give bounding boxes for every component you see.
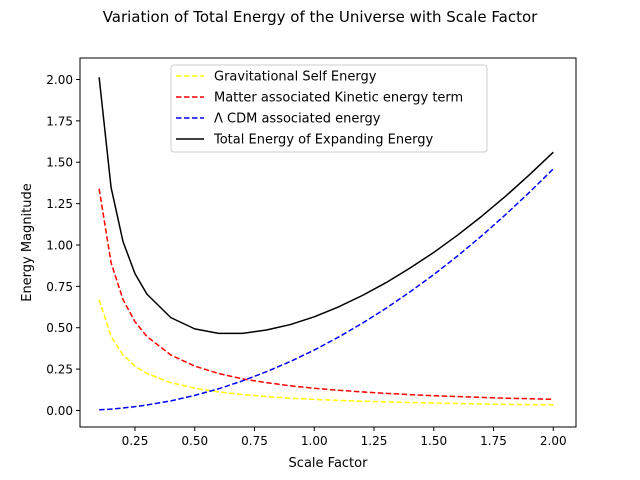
- y-axis-label: Energy Magnitude: [20, 183, 35, 302]
- legend-label-0: Gravitational Self Energy: [214, 70, 377, 85]
- x-tick-label: 1.25: [361, 434, 388, 448]
- x-tick-label: 0.75: [241, 434, 268, 448]
- y-tick-label: 0.00: [46, 404, 73, 418]
- x-tick-label: 1.00: [301, 434, 328, 448]
- plot-frame: [79, 57, 577, 428]
- y-tick-label: 1.50: [46, 156, 73, 170]
- x-axis: 0.25 0.50 0.75 1.00 1.25 1.50 1.75 2.00: [122, 427, 567, 448]
- y-tick-label: 1.00: [46, 238, 73, 252]
- y-tick-label: 2.00: [46, 73, 73, 87]
- legend-label-1: Matter associated Kinetic energy term: [214, 91, 463, 106]
- x-tick-label: 1.50: [420, 434, 447, 448]
- legend: Gravitational Self Energy Matter associat…: [170, 64, 488, 153]
- legend-frame: [170, 64, 488, 153]
- x-tick-label: 2.00: [540, 434, 567, 448]
- series-line-1: [98, 188, 554, 401]
- legend-label-2: Λ CDM associated energy: [214, 112, 381, 127]
- legend-label-3: Total Energy of Expanding Energy: [213, 133, 433, 148]
- y-tick-label: 0.50: [46, 321, 73, 335]
- series-line-0: [98, 299, 554, 406]
- chart-title: Variation of Total Energy of the Univers…: [103, 8, 538, 26]
- y-tick-label: 1.75: [46, 114, 73, 128]
- y-tick-label: 0.75: [46, 280, 73, 294]
- x-axis-label: Scale Factor: [289, 456, 369, 471]
- plot-area: [79, 57, 577, 428]
- series-lines: [98, 77, 554, 411]
- x-tick-label: 0.25: [122, 434, 149, 448]
- y-axis: 0.00 0.25 0.50 0.75 1.00 1.25 1.50 1.75 2.00: [46, 73, 80, 418]
- series-line-2: [99, 168, 554, 411]
- y-tick-label: 0.25: [46, 363, 73, 377]
- x-tick-label: 0.50: [181, 434, 208, 448]
- y-tick-label: 1.25: [46, 197, 73, 211]
- series-line-3: [98, 77, 554, 335]
- x-tick-label: 1.75: [480, 434, 507, 448]
